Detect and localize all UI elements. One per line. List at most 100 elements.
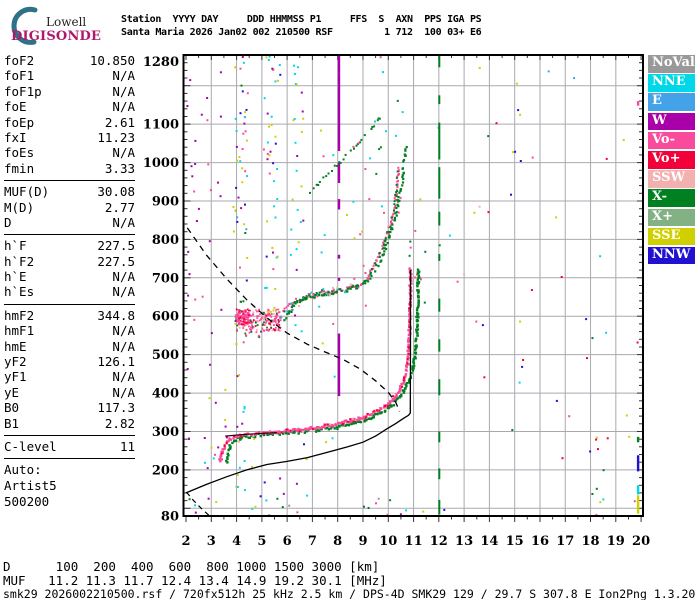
panel-divider [4,434,135,436]
legend-item-w: W [648,112,695,131]
y-axis-labels: 1280 1100 1000 900 800 700 600 500 400 300 200 80 [143,55,179,525]
svg-text:19: 19 [607,534,625,549]
param-row: foE N/A [4,99,135,114]
svg-text:9: 9 [358,534,367,549]
param-label: foEs [4,145,35,161]
param-row: foF2 10.850 [4,53,135,68]
param-row: h`Es N/A [4,284,135,299]
panel-divider [4,180,135,182]
param-label: hmF1 [4,323,35,339]
svg-text:7: 7 [308,534,317,549]
svg-text:13: 13 [455,534,473,549]
param-value: 2.82 [104,415,135,431]
param-value: 117.3 [97,400,135,416]
param-label: MUF(D) [4,184,50,200]
svg-text:16: 16 [531,534,549,549]
param-value: N/A [112,284,135,300]
param-label: B0 [4,400,20,416]
param-row: yF1 N/A [4,369,135,384]
param-label: fmin [4,160,35,176]
param-label: h`F [4,238,27,254]
svg-text:1280: 1280 [143,55,179,70]
parameter-panel: foF2 10.850 foF1 N/A foF1p N/A foE N/A foEp 2.61 f… [4,53,135,510]
legend-item-nnw: NNW [648,246,695,265]
param-value: N/A [112,145,135,161]
param-label: foF1 [4,68,35,84]
svg-text:1000: 1000 [143,156,179,171]
header-column-titles: Station YYYY DAY DDD HHMMSS P1 FFS S AXN… [121,14,482,25]
autoscaling-info-line: Auto: [4,462,42,478]
svg-text:10: 10 [379,534,397,549]
param-label: hmE [4,338,27,354]
logo-digisonde-text: DIGISONDE [11,29,102,44]
param-value: 126.1 [97,354,135,370]
param-row: M(D) 2.77 [4,200,135,215]
param-value: N/A [112,68,135,84]
legend-item-x+: X+ [648,208,695,227]
param-label: h`Es [4,284,35,300]
svg-text:900: 900 [152,195,179,210]
noise-scatter [186,55,639,517]
param-row: hmF1 N/A [4,323,135,338]
panel-divider [4,303,135,305]
param-row: hmF2 344.8 [4,308,135,323]
svg-text:14: 14 [480,534,498,549]
param-row: h`F 227.5 [4,238,135,253]
param-value: 11.23 [97,129,135,145]
param-value: N/A [112,369,135,385]
param-row: yE N/A [4,385,135,400]
param-row: foEs N/A [4,145,135,160]
svg-text:300: 300 [152,425,179,440]
echo-traces [218,117,421,464]
header-station-values: Santa Maria 2026 Jan02 002 210500 RSF 1 … [121,27,482,38]
legend-item-sse: SSE [648,227,695,246]
param-row: yF2 126.1 [4,354,135,369]
svg-text:400: 400 [152,387,179,402]
param-row: B0 117.3 [4,400,135,415]
param-label: M(D) [4,199,35,215]
svg-text:800: 800 [152,233,179,248]
profile-curves [185,227,412,516]
param-value: 227.5 [97,238,135,254]
muf-row: MUF 11.2 11.3 11.7 12.4 13.4 14.9 19.2 3… [3,573,387,588]
param-value: 2.77 [104,199,135,215]
svg-text:200: 200 [152,463,179,478]
svg-text:600: 600 [152,310,179,325]
param-value: N/A [112,323,135,339]
param-row: hmE N/A [4,339,135,354]
param-label: foF2 [4,53,35,68]
legend-item-ssw: SSW [648,170,695,188]
svg-text:5: 5 [257,534,266,549]
svg-text:3: 3 [207,534,216,549]
logo-lowell-text: Lowell [46,15,87,29]
param-value: 10.850 [89,53,135,68]
param-label: yE [4,384,20,400]
x-axis-labels: 2 3 4 5 6 7 8 9 10 11 12 13 14 15 16 17 18 19 20 [181,534,650,549]
param-row: foF1p N/A [4,84,135,99]
plot-border [182,54,644,517]
param-row: foEp 2.61 [4,115,135,130]
legend-item-x-: X- [648,189,695,207]
param-value: 227.5 [97,253,135,269]
grid [183,55,643,516]
svg-text:4: 4 [232,534,241,549]
svg-text:80: 80 [161,510,179,525]
svg-text:700: 700 [152,271,179,286]
param-row: fxI 11.23 [4,130,135,145]
param-label: h`F2 [4,253,35,269]
panel-divider [4,234,135,236]
param-value: N/A [112,338,135,354]
rfi-lines [337,55,640,515]
param-label: fxI [4,129,27,145]
param-row: B1 2.82 [4,416,135,431]
param-label: foE [4,99,27,115]
svg-text:12: 12 [430,534,448,549]
svg-text:20: 20 [632,534,650,549]
svg-text:6: 6 [283,534,292,549]
svg-text:2: 2 [181,534,190,549]
logo-crescent-icon [11,6,38,45]
svg-text:1100: 1100 [143,118,179,133]
legend-item-nne: NNE [648,74,695,92]
